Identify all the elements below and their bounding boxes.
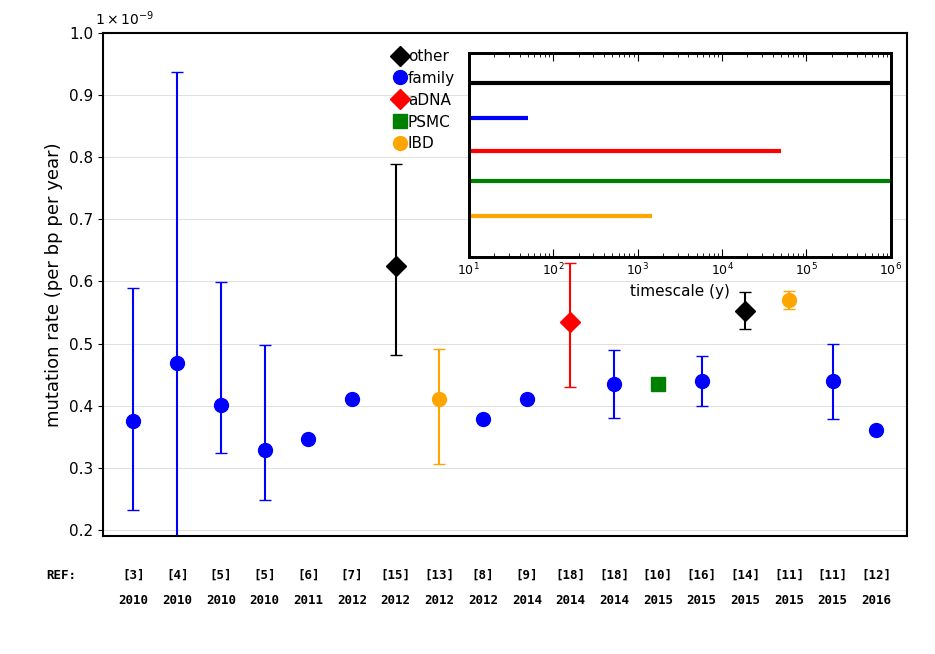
Legend: other, family, aDNA, PSMC, IBD: other, family, aDNA, PSMC, IBD	[394, 43, 461, 158]
Text: 2010: 2010	[119, 594, 149, 607]
Text: [5]: [5]	[209, 569, 232, 582]
Text: [16]: [16]	[686, 569, 716, 582]
Text: [11]: [11]	[774, 569, 804, 582]
Text: [10]: [10]	[643, 569, 673, 582]
Text: 2010: 2010	[162, 594, 192, 607]
Text: [18]: [18]	[555, 569, 585, 582]
Text: 2015: 2015	[643, 594, 673, 607]
Text: [18]: [18]	[599, 569, 629, 582]
Text: 2015: 2015	[818, 594, 848, 607]
Text: [7]: [7]	[340, 569, 363, 582]
Text: [3]: [3]	[122, 569, 145, 582]
Text: $1\times10^{-9}$: $1\times10^{-9}$	[94, 9, 154, 27]
X-axis label: timescale (y): timescale (y)	[630, 284, 729, 299]
Text: [5]: [5]	[253, 569, 276, 582]
Text: 2015: 2015	[774, 594, 804, 607]
Text: REF:: REF:	[47, 569, 77, 582]
Text: 2010: 2010	[206, 594, 236, 607]
Text: [13]: [13]	[424, 569, 454, 582]
Text: 2012: 2012	[381, 594, 410, 607]
Text: [14]: [14]	[730, 569, 760, 582]
Text: 2012: 2012	[337, 594, 367, 607]
Text: 2012: 2012	[468, 594, 498, 607]
Text: 2014: 2014	[555, 594, 585, 607]
Text: [15]: [15]	[381, 569, 410, 582]
Text: 2011: 2011	[294, 594, 324, 607]
Text: [12]: [12]	[861, 569, 891, 582]
Y-axis label: mutation rate (per bp per year): mutation rate (per bp per year)	[45, 142, 64, 427]
Text: [4]: [4]	[165, 569, 188, 582]
Text: 2014: 2014	[599, 594, 629, 607]
Text: 2010: 2010	[250, 594, 280, 607]
Text: 2015: 2015	[686, 594, 716, 607]
Text: [11]: [11]	[818, 569, 848, 582]
Text: 2012: 2012	[424, 594, 454, 607]
Text: 2015: 2015	[730, 594, 760, 607]
Text: 2016: 2016	[861, 594, 891, 607]
Text: [6]: [6]	[297, 569, 320, 582]
Text: [9]: [9]	[515, 569, 538, 582]
Text: [8]: [8]	[472, 569, 495, 582]
Text: 2014: 2014	[511, 594, 541, 607]
